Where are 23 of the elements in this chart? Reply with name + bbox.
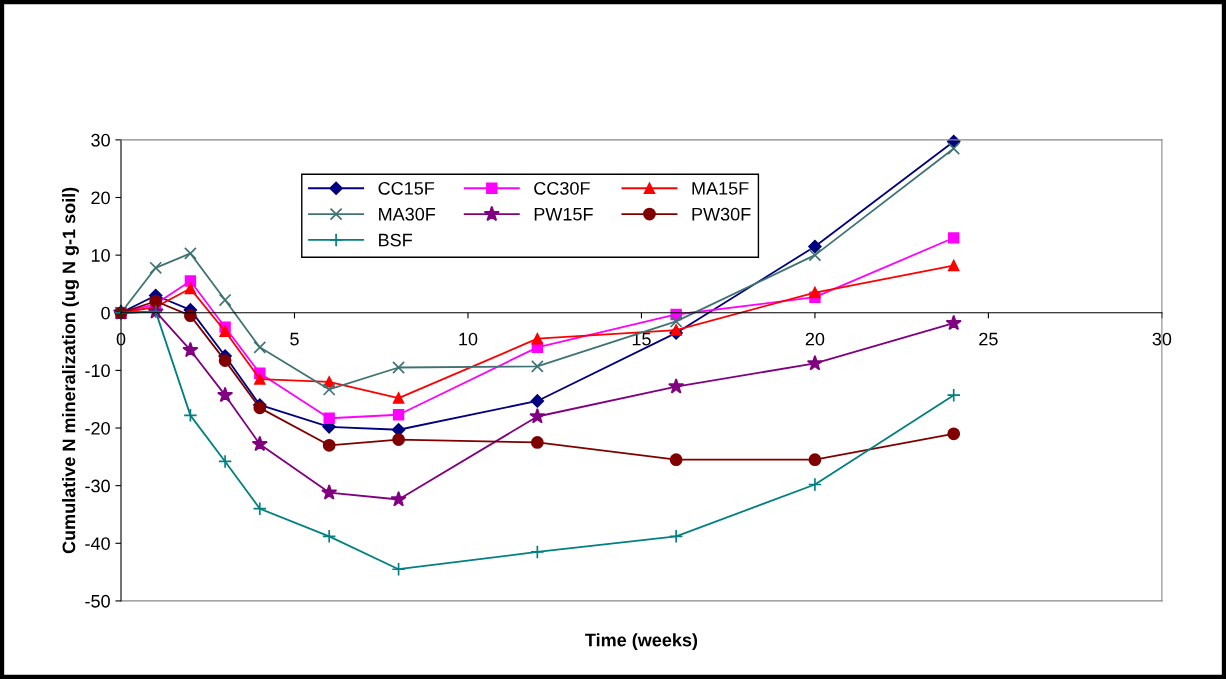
legend-label: MA15F <box>692 182 749 195</box>
x-axis-title: Time (weeks) <box>585 633 698 651</box>
x-tick-label: 30 <box>1152 332 1172 346</box>
legend-label: CC30F <box>534 181 590 195</box>
y-tick-label: -30 <box>85 479 110 493</box>
y-tick-label: 0 <box>101 306 110 320</box>
y-tick-label: 20 <box>91 191 110 205</box>
y-tick-label: 10 <box>91 249 110 262</box>
legend-label: CC15F <box>378 181 435 195</box>
y-tick-label: 30 <box>91 133 110 147</box>
legend-label: BSF <box>379 233 412 247</box>
x-tick-label: 5 <box>290 332 299 346</box>
y-tick-label: -40 <box>85 537 110 550</box>
x-tick-label: 10 <box>459 332 478 346</box>
y-tick-label: -10 <box>85 364 110 378</box>
legend-label: PW30F <box>692 207 751 221</box>
y-tick-label: -50 <box>85 594 110 608</box>
legend-label: MA30F <box>379 207 436 221</box>
y-tick-label: -20 <box>85 421 110 435</box>
y-axis-title: Cumulative N mineralization (ug N g-1 soil) <box>62 187 79 554</box>
x-tick-label: 25 <box>979 332 998 346</box>
legend-label: PW15F <box>534 208 593 221</box>
x-tick-label: 20 <box>805 332 825 346</box>
